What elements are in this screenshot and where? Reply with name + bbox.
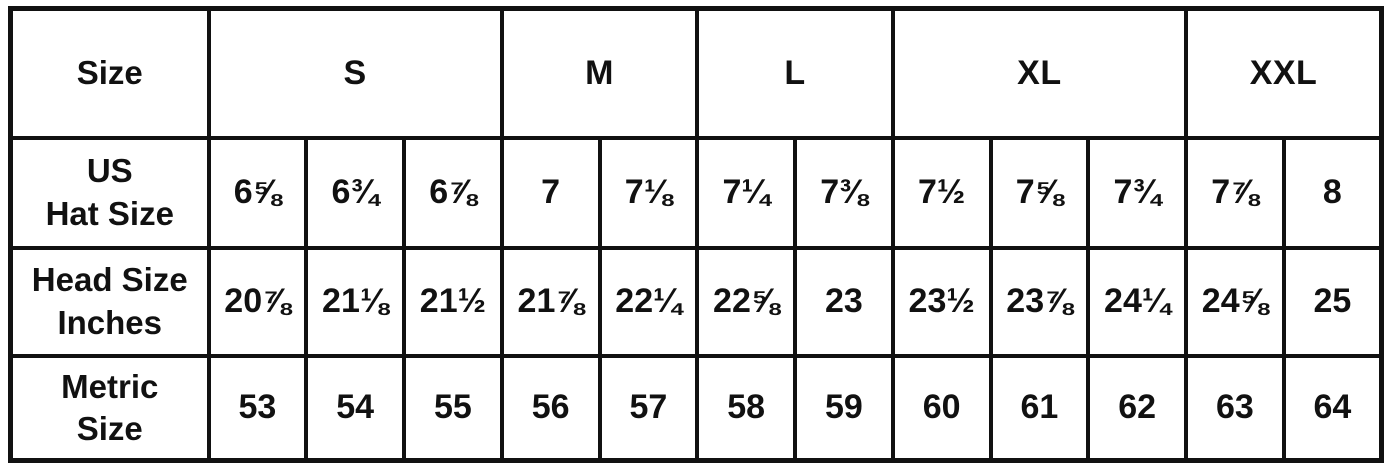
head-size-inches-cell: 23⅞ <box>988 245 1091 358</box>
metric-size-cell: 63 <box>1184 353 1286 463</box>
metric-size-cell: 60 <box>890 353 993 463</box>
hat-size-conversion-table: Size S M L XL XXL US Hat Size 6⅝ 6¾ 6⅞ 7… <box>8 6 1384 463</box>
metric-size-cell: 55 <box>402 353 504 463</box>
us-hat-size-cell: 8 <box>1281 135 1384 250</box>
metric-size-cell: 53 <box>206 353 309 463</box>
us-hat-size-cell: 7¾ <box>1086 135 1188 250</box>
us-hat-size-cell: 7⅝ <box>988 135 1091 250</box>
size-group-header-m: M <box>499 6 700 140</box>
row-label-us-hat-size: US Hat Size <box>8 135 211 250</box>
head-size-inches-cell: 25 <box>1281 245 1384 358</box>
head-size-inches-row: Head Size Inches 20⅞ 21⅛ 21½ 21⅞ 22¼ 22⅝… <box>8 245 1384 358</box>
us-hat-size-cell: 7⅜ <box>793 135 895 250</box>
us-hat-size-cell: 7⅛ <box>597 135 700 250</box>
us-hat-size-cell: 7¼ <box>695 135 797 250</box>
us-hat-size-cell: 6¾ <box>304 135 406 250</box>
metric-size-cell: 59 <box>793 353 895 463</box>
head-size-inches-cell: 21⅛ <box>304 245 406 358</box>
head-size-inches-cell: 24¼ <box>1086 245 1188 358</box>
metric-size-cell: 64 <box>1281 353 1384 463</box>
metric-size-cell: 58 <box>695 353 797 463</box>
head-size-inches-cell: 21⅞ <box>499 245 602 358</box>
size-group-header-l: L <box>695 6 895 140</box>
head-size-inches-cell: 23½ <box>890 245 993 358</box>
metric-size-cell: 54 <box>304 353 406 463</box>
row-label-metric-size: Metric Size <box>8 353 211 463</box>
size-group-header-xxl: XXL <box>1184 6 1384 140</box>
us-hat-size-cell: 7⅞ <box>1184 135 1286 250</box>
metric-size-cell: 56 <box>499 353 602 463</box>
size-group-header-row: Size S M L XL XXL <box>8 6 1384 140</box>
head-size-inches-cell: 21½ <box>402 245 504 358</box>
us-hat-size-cell: 6⅝ <box>206 135 309 250</box>
metric-size-cell: 62 <box>1086 353 1188 463</box>
us-hat-size-cell: 7 <box>499 135 602 250</box>
metric-size-row: Metric Size 53 54 55 56 57 58 59 60 61 6… <box>8 353 1384 463</box>
row-label-head-size-inches: Head Size Inches <box>8 245 211 358</box>
us-hat-size-cell: 6⅞ <box>402 135 504 250</box>
head-size-inches-cell: 23 <box>793 245 895 358</box>
size-group-header-xl: XL <box>890 6 1189 140</box>
us-hat-size-cell: 7½ <box>890 135 993 250</box>
corner-header-size: Size <box>8 6 211 140</box>
size-group-header-s: S <box>206 6 504 140</box>
head-size-inches-cell: 22⅝ <box>695 245 797 358</box>
metric-size-cell: 61 <box>988 353 1091 463</box>
head-size-inches-cell: 24⅝ <box>1184 245 1286 358</box>
head-size-inches-cell: 20⅞ <box>206 245 309 358</box>
us-hat-size-row: US Hat Size 6⅝ 6¾ 6⅞ 7 7⅛ 7¼ 7⅜ 7½ 7⅝ 7¾… <box>8 135 1384 250</box>
head-size-inches-cell: 22¼ <box>597 245 700 358</box>
metric-size-cell: 57 <box>597 353 700 463</box>
